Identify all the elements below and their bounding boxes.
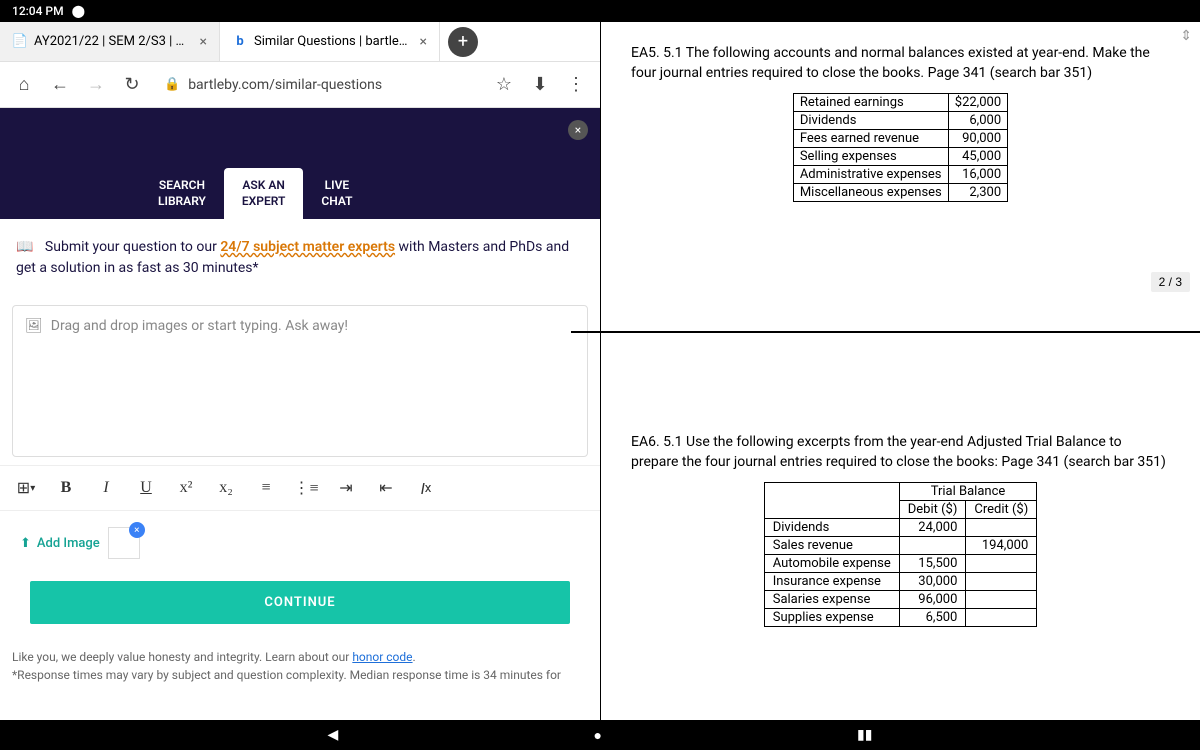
battery-icon: ⬤ — [72, 4, 85, 18]
italic-button[interactable]: I — [88, 470, 124, 506]
download-icon[interactable]: ⬇ — [524, 69, 556, 101]
bullet-list-button[interactable]: ≡ — [248, 470, 284, 506]
tab-favicon-1: b — [232, 34, 248, 50]
experts-link[interactable]: 24/7 subject matter experts — [220, 239, 395, 255]
prompt-section: 📖 Submit your question to our 24/7 subje… — [0, 219, 600, 297]
bold-button[interactable]: B — [48, 470, 84, 506]
reload-icon[interactable]: ↻ — [116, 69, 148, 101]
nav-tab-ask[interactable]: ASK AN EXPERT — [224, 168, 303, 219]
home-nav-icon[interactable]: ● — [593, 727, 601, 744]
tab-close-1[interactable]: × — [416, 34, 431, 50]
url-text: bartleby.com/similar-questions — [188, 77, 382, 93]
table-row: Automobile expense15,500 — [764, 555, 1037, 573]
upload-preview[interactable]: × — [108, 527, 140, 559]
nav-tab-chat[interactable]: LIVE CHAT — [303, 168, 370, 219]
table-row: Administrative expenses16,000 — [793, 166, 1007, 184]
doc1-table: Retained earnings$22,000 Dividends6,000 … — [793, 93, 1008, 202]
tab-favicon-0: 📄 — [12, 34, 28, 50]
page-indicator: 2 / 3 — [1151, 272, 1190, 292]
table-row: Sales revenue194,000 — [764, 537, 1037, 555]
doc2-title: EA6. 5.1 Use the following excerpts from… — [631, 433, 1170, 472]
star-icon[interactable]: ☆ — [488, 69, 520, 101]
footer-text: Like you, we deeply value honesty and in… — [0, 638, 600, 684]
remove-upload-icon[interactable]: × — [129, 522, 145, 538]
status-bar: 12:04 PM ⬤ — [0, 0, 1200, 22]
tab-1[interactable]: b Similar Questions | bartleby × — [220, 22, 440, 61]
book-icon: 📖 — [16, 237, 33, 258]
table-row: Dividends24,000 — [764, 519, 1037, 537]
header-nav-tabs: SEARCH LIBRARY ASK AN EXPERT LIVE CHAT — [0, 108, 600, 219]
close-header-icon[interactable]: × — [568, 120, 588, 140]
main-area: 📄 AY2021/22 | SEM 2/S3 | ACC × b Similar… — [0, 22, 1200, 720]
number-list-button[interactable]: ⋮≡ — [288, 470, 324, 506]
menu-icon[interactable]: ⋮ — [560, 69, 592, 101]
editor-placeholder[interactable]: 🖼 Drag and drop images or start typing. … — [25, 318, 575, 334]
url-input[interactable]: 🔒 bartleby.com/similar-questions — [152, 77, 484, 93]
subscript-button[interactable]: x₂ — [208, 470, 244, 506]
status-time: 12:04 PM — [12, 4, 64, 18]
document-pane: ⇕ EA5. 5.1 The following accounts and no… — [600, 22, 1200, 720]
doc1-title: EA5. 5.1 The following accounts and norm… — [631, 44, 1170, 83]
table-row: Insurance expense30,000 — [764, 573, 1037, 591]
url-bar: ⌂ ← → ↻ 🔒 bartleby.com/similar-questions… — [0, 62, 600, 108]
browser-pane: 📄 AY2021/22 | SEM 2/S3 | ACC × b Similar… — [0, 22, 600, 720]
tab-bar: 📄 AY2021/22 | SEM 2/S3 | ACC × b Similar… — [0, 22, 600, 62]
table-row: Supplies expense6,500 — [764, 609, 1037, 627]
new-tab-button[interactable]: + — [448, 27, 478, 57]
table-row: Dividends6,000 — [793, 112, 1007, 130]
add-image-button[interactable]: ⬆ Add Image — [20, 536, 100, 551]
table-icon[interactable]: ⊞ ▾ — [8, 470, 44, 506]
superscript-button[interactable]: x² — [168, 470, 204, 506]
back-icon[interactable]: ← — [44, 69, 76, 101]
recent-nav-icon[interactable]: ▮▮ — [857, 727, 872, 743]
page-header: × SEARCH LIBRARY ASK AN EXPERT LIVE CHAT — [0, 108, 600, 219]
tab-0[interactable]: 📄 AY2021/22 | SEM 2/S3 | ACC × — [0, 22, 220, 61]
tab-title-1: Similar Questions | bartleby — [254, 34, 410, 49]
honor-code-link[interactable]: honor code — [352, 650, 412, 664]
table-row: Fees earned revenue90,000 — [793, 130, 1007, 148]
table-row: Selling expenses45,000 — [793, 148, 1007, 166]
image-icon: 🖼 — [25, 318, 43, 334]
table-row: Retained earnings$22,000 — [793, 94, 1007, 112]
editor-body[interactable] — [25, 334, 575, 444]
editor-card: 🖼 Drag and drop images or start typing. … — [12, 305, 588, 457]
doc2-table: Trial Balance Debit ($) Credit ($) Divid… — [764, 482, 1038, 627]
add-image-row: ⬆ Add Image × — [0, 511, 600, 575]
tab-close-0[interactable]: × — [196, 34, 211, 50]
prompt-text: 📖 Submit your question to our 24/7 subje… — [16, 237, 584, 279]
doc-section-1: EA5. 5.1 The following accounts and norm… — [601, 22, 1200, 331]
home-icon[interactable]: ⌂ — [8, 69, 40, 101]
back-nav-icon[interactable]: ◀ — [328, 727, 339, 743]
indent-button[interactable]: ⇥ — [328, 470, 364, 506]
android-nav-bar: ◀ ● ▮▮ — [0, 720, 1200, 750]
table-row: Miscellaneous expenses2,300 — [793, 184, 1007, 202]
doc-section-2: EA6. 5.1 Use the following excerpts from… — [601, 333, 1200, 720]
format-toolbar: ⊞ ▾ B I U x² x₂ ≡ ⋮≡ ⇥ ⇤ Ix — [0, 465, 600, 511]
lock-icon: 🔒 — [164, 77, 180, 92]
nav-tab-search[interactable]: SEARCH LIBRARY — [140, 168, 224, 219]
upload-icon: ⬆ — [20, 536, 31, 551]
clear-format-button[interactable]: Ix — [408, 470, 444, 506]
continue-button[interactable]: CONTINUE — [30, 581, 570, 624]
underline-button[interactable]: U — [128, 470, 164, 506]
table-row: Trial Balance — [764, 483, 1037, 501]
forward-icon[interactable]: → — [80, 69, 112, 101]
tab-title-0: AY2021/22 | SEM 2/S3 | ACC — [34, 34, 190, 49]
table-row: Salaries expense96,000 — [764, 591, 1037, 609]
outdent-button[interactable]: ⇤ — [368, 470, 404, 506]
